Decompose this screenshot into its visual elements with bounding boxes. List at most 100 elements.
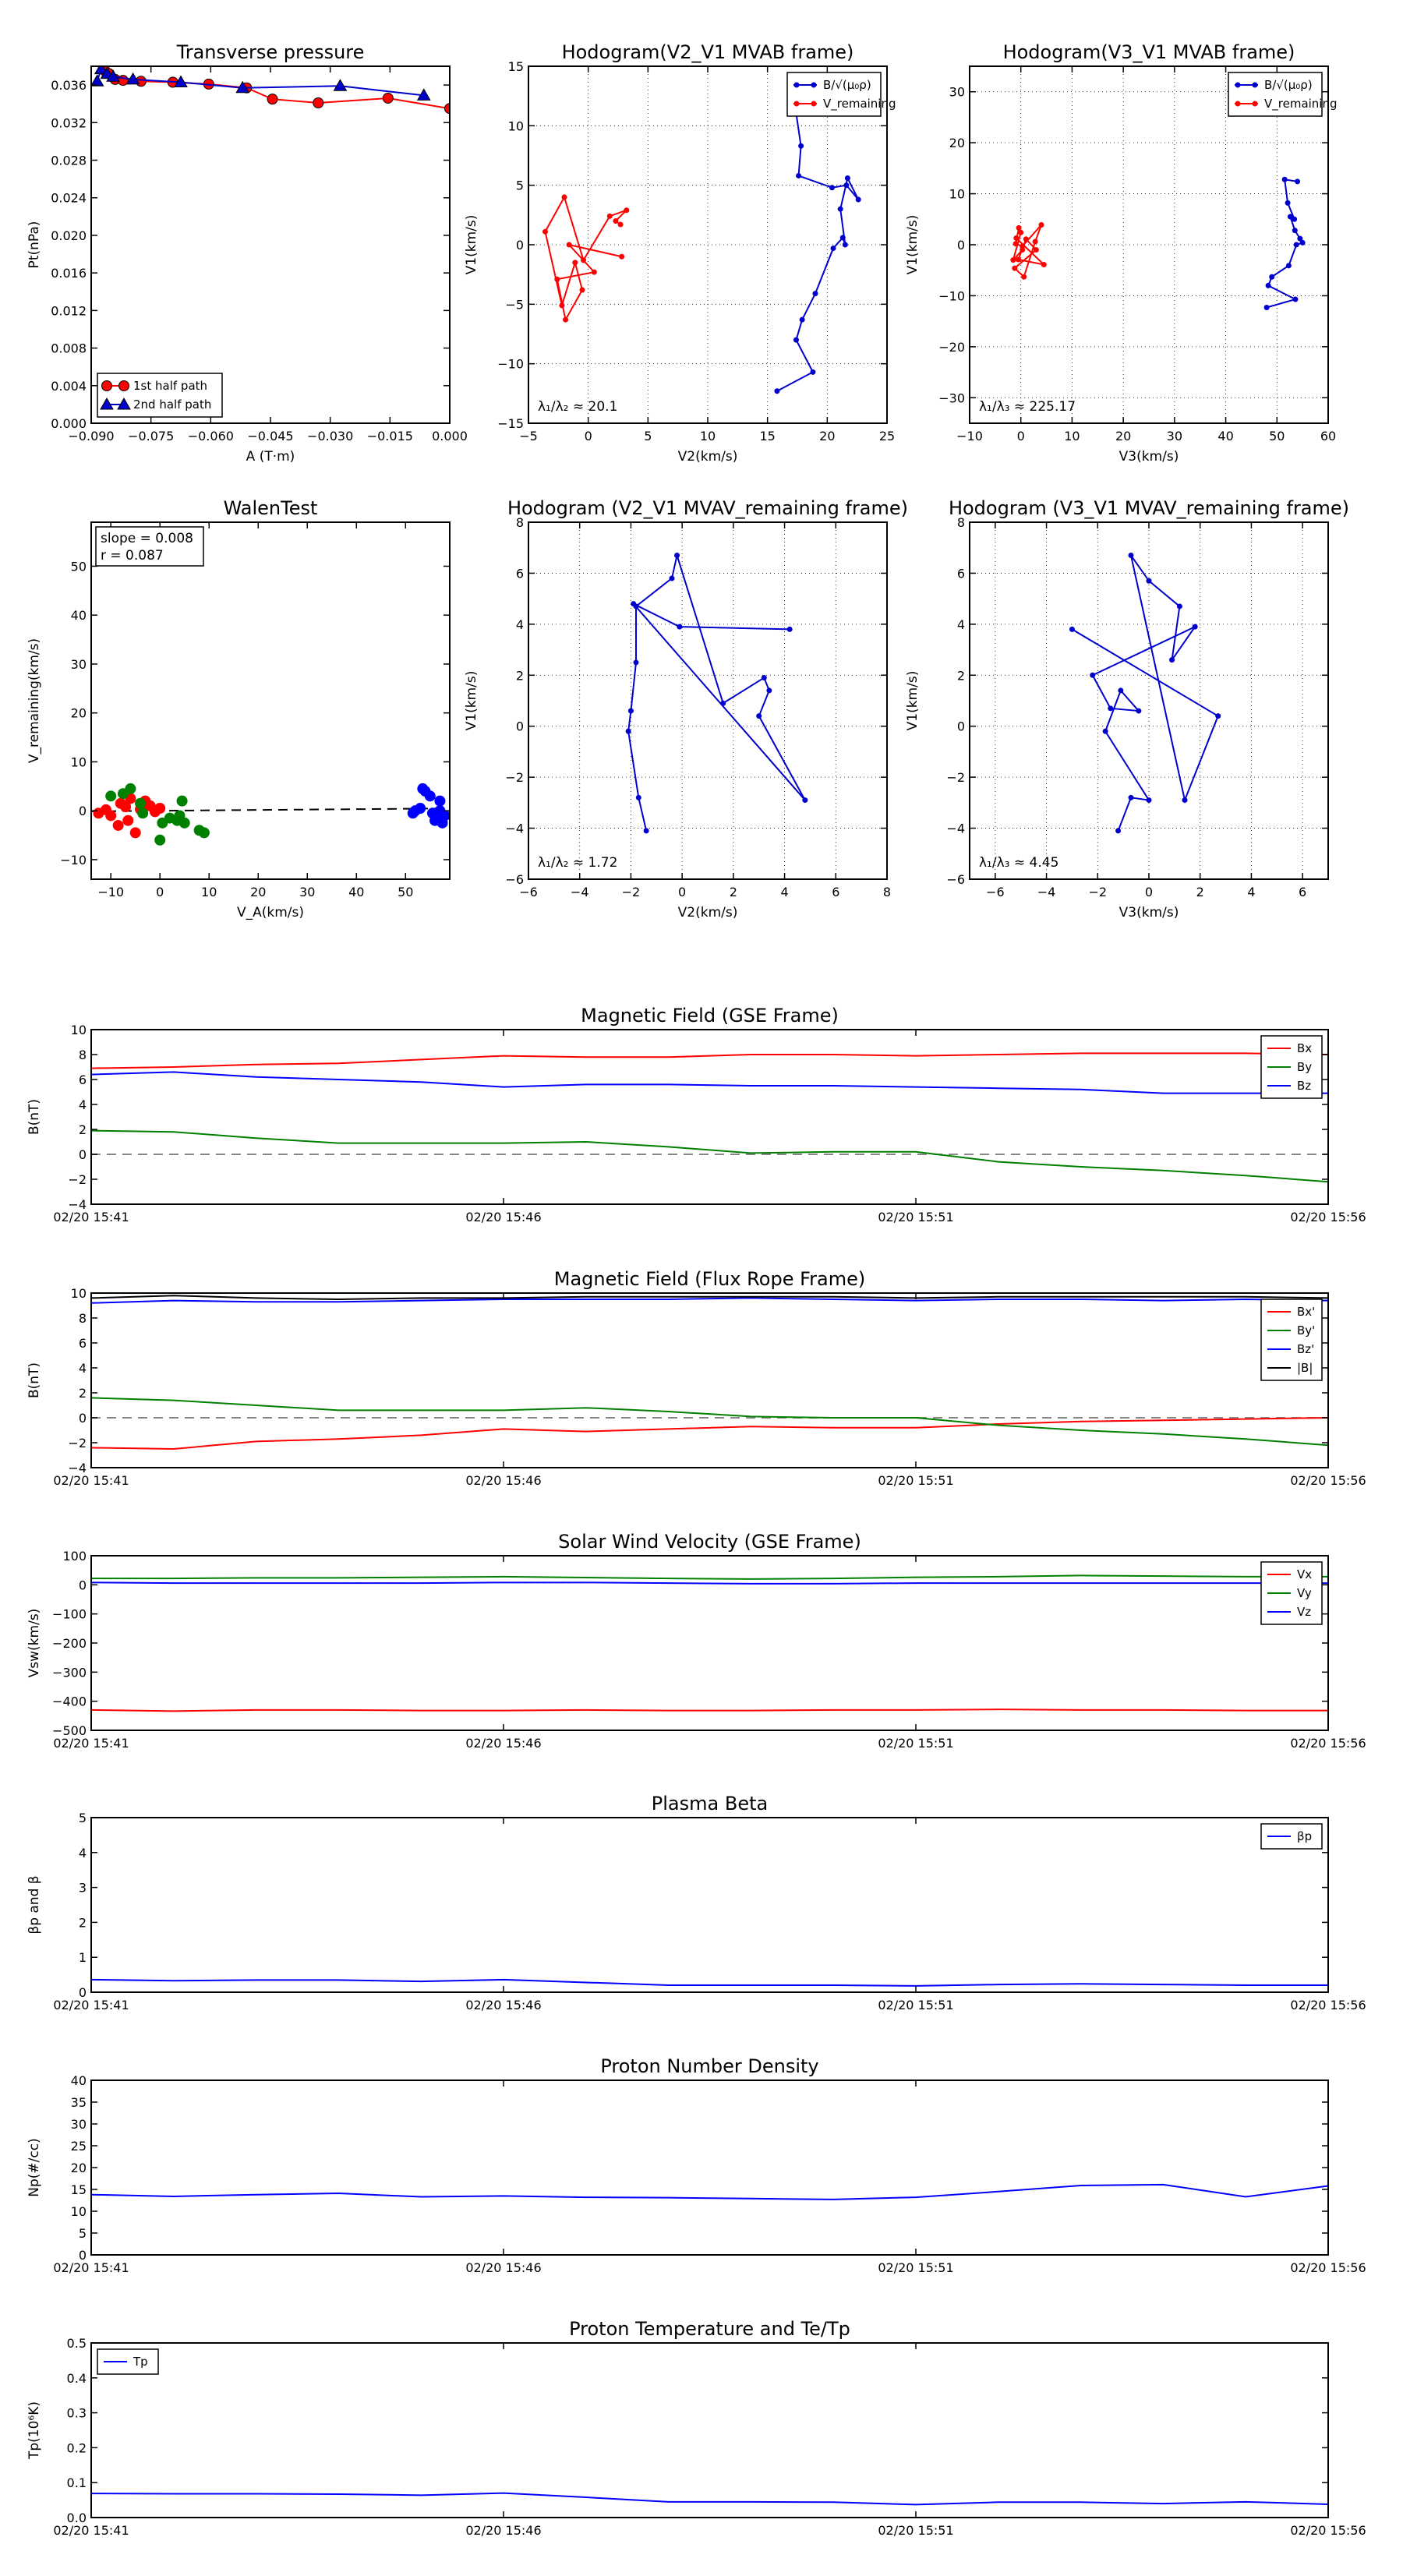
data-point [674, 553, 680, 559]
data-point [1295, 178, 1301, 185]
x-tick-label: −0.090 [68, 429, 114, 443]
data-point [1016, 224, 1022, 231]
y-tick-label: −300 [52, 1665, 87, 1680]
data-point [561, 194, 567, 200]
legend-label: Vz [1297, 1605, 1311, 1619]
chart-title: Transverse pressure [176, 41, 365, 63]
y-tick-label: 35 [71, 2095, 87, 2110]
scatter-point [424, 790, 436, 802]
y-tick-label: −4 [505, 822, 524, 836]
y-tick-label: 0.004 [51, 379, 87, 394]
data-point [591, 269, 597, 275]
series-line-0 [91, 2183, 1328, 2200]
legend-marker [793, 82, 800, 88]
y-tick-label: 0.0 [67, 2511, 87, 2525]
x-tick-label: 02/20 15:56 [1290, 2260, 1366, 2275]
y-tick-label: 0 [79, 1411, 87, 1426]
y-tick-label: −10 [60, 853, 87, 868]
x-tick-label: 30 [299, 885, 315, 899]
data-point [1292, 216, 1298, 222]
y-tick-label: −500 [52, 1723, 87, 1738]
data-point [633, 659, 639, 666]
data-point [1136, 708, 1142, 714]
stats-text: slope = 0.008 [101, 531, 193, 546]
y-tick-label: −20 [938, 340, 965, 355]
scatter-point [105, 790, 117, 802]
y-tick-label: 20 [71, 2161, 87, 2175]
chart-hodo_v2_mvav: Hodogram (V2_V1 MVAV_remaining frame) −6 −… [464, 497, 908, 921]
x-tick-label: 25 [879, 429, 895, 443]
x-axis-label: V3(km/s) [1119, 449, 1179, 465]
data-point [606, 213, 613, 219]
x-tick-label: 0 [156, 885, 164, 899]
data-point [1292, 296, 1299, 302]
data-point [1018, 229, 1024, 235]
data-point [333, 79, 348, 91]
y-tick-label: 10 [71, 2204, 87, 2219]
y-tick-label: 20 [71, 706, 87, 721]
x-tick-label: 02/20 15:56 [1290, 1998, 1366, 2012]
plot-area [91, 1574, 1328, 1712]
chart-title: Hodogram (V2_V1 MVAV_remaining frame) [507, 497, 908, 519]
data-point [1010, 257, 1016, 263]
legend-label: 2nd half path [133, 398, 211, 412]
y-tick-label: 30 [71, 2117, 87, 2132]
x-tick-label: −0.045 [247, 429, 293, 443]
y-tick-label: 0 [79, 1578, 87, 1592]
y-axis-label: V1(km/s) [905, 215, 921, 275]
legend-label: Vx [1297, 1567, 1312, 1581]
data-point [1102, 728, 1108, 734]
data-point [1013, 235, 1020, 241]
stats-text: r = 0.087 [101, 548, 164, 564]
data-point [1108, 705, 1114, 712]
y-tick-label: 8 [516, 515, 524, 530]
chart-title: Plasma Beta [652, 1793, 768, 1815]
y-tick-label: 6 [957, 566, 965, 581]
y-tick-label: −6 [505, 872, 524, 887]
data-point [1146, 797, 1152, 804]
data-point [798, 143, 804, 149]
series-line-0 [91, 2492, 1328, 2506]
series-line-2 [91, 1297, 1328, 1304]
data-point [613, 217, 619, 224]
y-tick-label: 10 [508, 118, 524, 133]
x-tick-label: 0 [678, 885, 686, 899]
plot-area [1010, 176, 1306, 310]
x-tick-label: 02/20 15:41 [53, 2523, 129, 2538]
x-tick-label: 02/20 15:56 [1290, 2523, 1366, 2538]
legend-label: V_remaining [823, 97, 896, 111]
data-point [572, 260, 578, 266]
plot-area [91, 2183, 1328, 2200]
data-point [842, 242, 848, 248]
data-point [1012, 265, 1018, 271]
x-tick-label: 15 [759, 429, 775, 443]
data-point [799, 316, 805, 323]
y-axis-label: βp and β [27, 1875, 42, 1934]
legend-marker [811, 82, 817, 88]
y-tick-label: 0.016 [51, 266, 87, 281]
x-tick-label: 02/20 15:46 [465, 1210, 541, 1224]
data-point [843, 182, 850, 189]
x-tick-label: 02/20 15:41 [53, 1473, 129, 1488]
plot-frame [90, 521, 451, 880]
y-axis-label: Tp(10⁶K) [27, 2401, 42, 2460]
x-tick-label: 30 [1167, 429, 1182, 443]
series-line-0 [91, 1052, 1328, 1069]
legend-box [97, 373, 223, 418]
y-tick-label: 15 [71, 2182, 87, 2197]
legend-marker [100, 397, 114, 410]
y-tick-label: −100 [52, 1607, 87, 1622]
y-tick-label: 0 [79, 1147, 87, 1162]
series-line-1 [91, 1129, 1328, 1183]
data-point [566, 242, 572, 248]
y-tick-label: −4 [946, 822, 965, 836]
data-point [1033, 247, 1039, 253]
legend-label: |B| [1297, 1361, 1313, 1375]
series-line-0 [91, 1708, 1328, 1712]
y-axis-label: V_remaining(km/s) [27, 638, 42, 763]
x-tick-label: 02/20 15:41 [53, 2260, 129, 2275]
data-point [669, 575, 675, 581]
data-point [1041, 262, 1047, 268]
x-tick-label: −0.060 [188, 429, 234, 443]
